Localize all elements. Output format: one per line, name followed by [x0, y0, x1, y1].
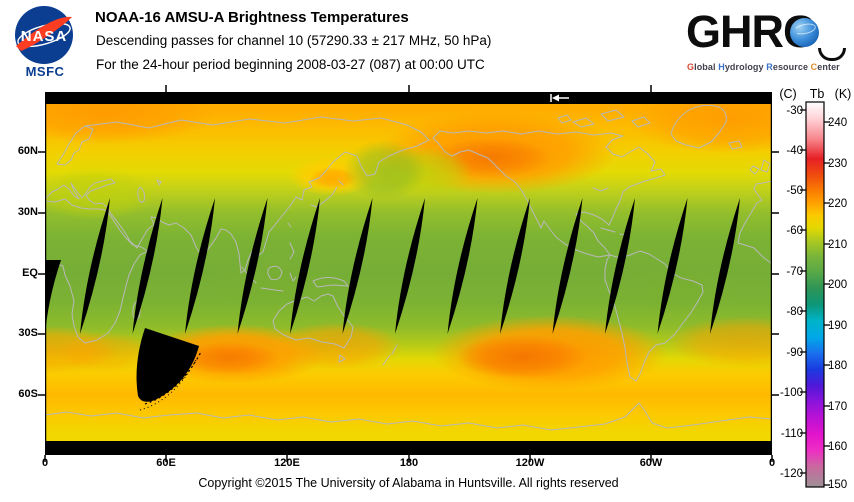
svg-text:-100: -100: [780, 387, 803, 399]
swath-gaps: [45, 198, 740, 411]
svg-text:200: 200: [828, 279, 847, 291]
svg-text:190: 190: [828, 320, 847, 332]
ghrc-logo-text: GHRC: [686, 4, 819, 60]
ghrc-tagline: Global Hydrology Resource Center: [687, 62, 840, 72]
axis-ticks: [38, 85, 779, 462]
svg-text:160: 160: [828, 441, 847, 453]
temperature-field: [45, 92, 772, 455]
svg-text:-30: -30: [786, 105, 803, 117]
lat-label-eq: EQ: [22, 267, 38, 279]
svg-text:210: 210: [828, 239, 847, 251]
map-frame: [45, 92, 772, 455]
svg-text:-50: -50: [786, 185, 803, 197]
globe-icon: [790, 18, 819, 47]
lat-label-60s: 60S: [18, 388, 38, 400]
lon-label-0e: 0: [768, 457, 776, 469]
svg-text:-40: -40: [786, 145, 803, 157]
lon-label-120e: 120E: [274, 457, 300, 469]
globe-stand-icon: [818, 48, 846, 61]
ghrc-logo: GHRC Global Hydrology Resource Center: [686, 2, 850, 82]
north-polar-gap-bar: [45, 92, 772, 104]
colorbar-celsius-unit: (C): [779, 87, 797, 101]
swath-start-marker-icon: [550, 94, 569, 102]
lon-label-60w: 60W: [639, 457, 663, 469]
svg-text:220: 220: [828, 198, 847, 210]
lat-label-30s: 30S: [18, 327, 38, 339]
brightness-temperature-map: [38, 85, 779, 462]
colorbar-celsius-labels: -30 -40 -50 -60 -70 -80 -90 -100 -110 -1…: [780, 105, 803, 480]
svg-text:240: 240: [828, 117, 847, 129]
svg-text:-70: -70: [786, 266, 803, 278]
south-polar-gap-bar: [45, 441, 772, 455]
svg-text:-120: -120: [780, 468, 803, 480]
svg-text:-110: -110: [781, 428, 803, 440]
nasa-meatball-icon: NASA: [15, 6, 73, 64]
colorbar: -30 -40 -50 -60 -70 -80 -90 -100 -110 -1…: [780, 101, 847, 491]
svg-text:170: 170: [828, 401, 847, 413]
svg-text:-90: -90: [786, 347, 803, 359]
lon-label-120w: 120W: [515, 457, 545, 469]
page-subtitle-period: For the 24-hour period beginning 2008-03…: [96, 57, 485, 72]
copyright-text: Copyright ©2015 The University of Alabam…: [198, 476, 619, 490]
lon-label-60e: 60E: [156, 457, 176, 469]
svg-text:-60: -60: [786, 225, 803, 237]
page-title: NOAA-16 AMSU-A Brightness Temperatures: [95, 9, 409, 26]
colorbar-kelvin-labels: 240 230 220 210 200 190 180 170 160 150: [828, 117, 847, 491]
lat-label-30n: 30N: [17, 206, 38, 218]
colorbar-ticks: [800, 109, 830, 486]
colorbar-kelvin-unit: (K): [834, 87, 852, 101]
large-gap-wedge: [136, 328, 199, 402]
nasa-logo: NASA: [12, 5, 82, 72]
colorbar-gradient: [805, 101, 825, 488]
svg-text:180: 180: [828, 360, 847, 372]
nasa-logo-text: NASA: [21, 28, 68, 45]
lon-label-0w: 0: [41, 457, 49, 469]
svg-text:230: 230: [828, 158, 847, 170]
page-subtitle-channel: Descending passes for channel 10 (57290.…: [96, 33, 492, 48]
msfc-label: MSFC: [25, 64, 65, 79]
lat-label-60n: 60N: [17, 145, 38, 157]
lon-label-180: 180: [399, 457, 419, 469]
colorbar-quantity-label: Tb: [809, 87, 825, 101]
svg-text:-80: -80: [786, 306, 803, 318]
svg-text:150: 150: [828, 479, 847, 491]
